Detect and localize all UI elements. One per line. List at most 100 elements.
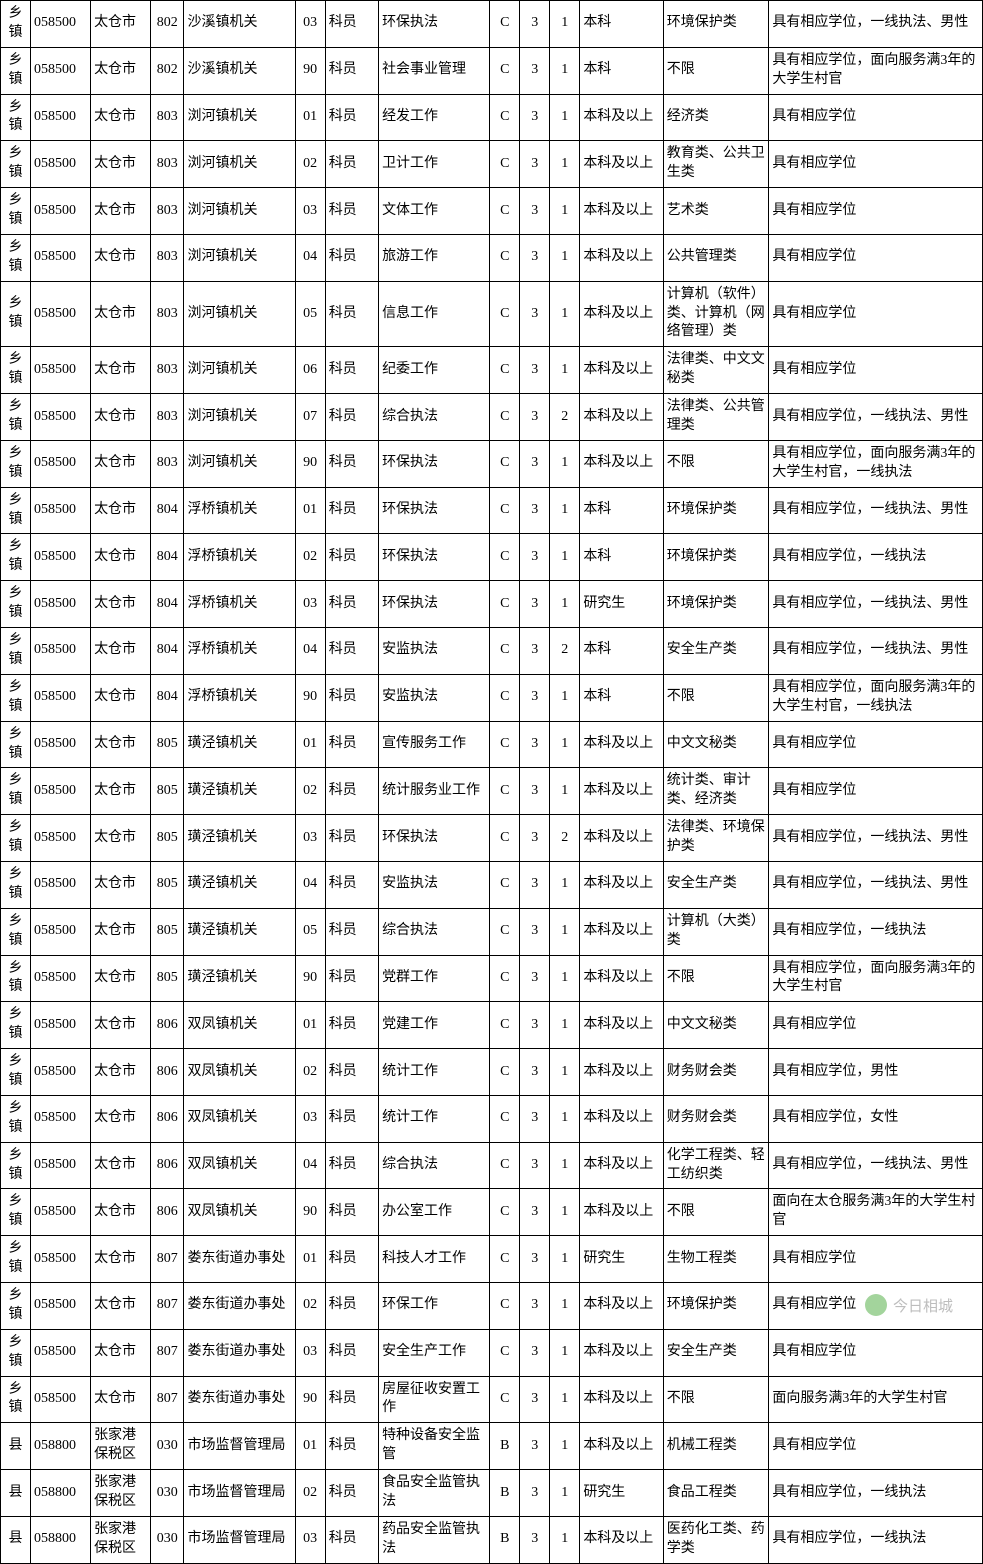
table-cell: 1 [550,440,580,487]
table-cell: C [490,908,520,955]
table-cell: 803 [151,281,184,347]
table-cell: 浏河镇机关 [184,281,295,347]
table-cell: 文体工作 [379,188,490,235]
table-cell: 机械工程类 [663,1423,769,1470]
table-cell: 宣传服务工作 [379,721,490,768]
table-cell: 805 [151,768,184,815]
table-cell: 本科及以上 [580,1376,663,1423]
table-cell: 90 [295,47,325,94]
table-cell: 医药化工类、药学类 [663,1516,769,1563]
table-cell: 804 [151,534,184,581]
table-cell: C [490,1329,520,1376]
table-cell: 本科及以上 [580,394,663,441]
table-cell: 药品安全监管执法 [379,1516,490,1563]
table-row: 乡镇058500太仓市804浮桥镇机关01科员环保执法C31本科环境保护类具有相… [1,487,983,534]
table-cell: 环保工作 [379,1282,490,1329]
table-cell: 不限 [663,955,769,1002]
table-cell: 1 [550,1002,580,1049]
table-cell: 804 [151,628,184,675]
table-cell: 具有相应学位 [769,1423,983,1470]
table-cell: 本科及以上 [580,721,663,768]
table-cell: 太仓市 [91,394,151,441]
table-cell: 03 [295,1516,325,1563]
table-cell: 具有相应学位，男性 [769,1049,983,1096]
table-cell: 1 [550,534,580,581]
table-row: 乡镇058500太仓市802沙溪镇机关90科员社会事业管理C31本科不限具有相应… [1,47,983,94]
table-cell: 3 [520,1095,550,1142]
table-cell: 浮桥镇机关 [184,534,295,581]
table-cell: 市场监督管理局 [184,1516,295,1563]
table-cell: 乡镇 [1,347,31,394]
table-cell: 太仓市 [91,955,151,1002]
table-cell: 研究生 [580,581,663,628]
table-cell: 本科及以上 [580,768,663,815]
table-cell: 娄东街道办事处 [184,1329,295,1376]
table-cell: 科员 [325,1,378,48]
table-cell: 具有相应学位 [769,721,983,768]
table-cell: 058500 [31,1236,91,1283]
table-cell: 科员 [325,141,378,188]
table-cell: C [490,861,520,908]
table-cell: 本科 [580,487,663,534]
table-cell: 3 [520,347,550,394]
table-cell: 双凤镇机关 [184,1189,295,1236]
table-cell: 张家港保税区 [91,1516,151,1563]
table-cell: 3 [520,281,550,347]
table-cell: 2 [550,394,580,441]
table-cell: 化学工程类、轻工纺织类 [663,1142,769,1189]
table-cell: 太仓市 [91,1329,151,1376]
table-cell: 本科 [580,534,663,581]
table-cell: 804 [151,487,184,534]
table-cell: 特种设备安全监管 [379,1423,490,1470]
table-cell: 90 [295,1376,325,1423]
table-cell: 3 [520,581,550,628]
table-cell: 太仓市 [91,908,151,955]
table-row: 乡镇058500太仓市806双凤镇机关03科员统计工作C31本科及以上财务财会类… [1,1095,983,1142]
table-cell: C [490,188,520,235]
table-cell: 058500 [31,674,91,721]
table-cell: 058800 [31,1470,91,1517]
table-cell: 教育类、公共卫生类 [663,141,769,188]
table-cell: 具有相应学位，女性 [769,1095,983,1142]
table-row: 乡镇058500太仓市803浏河镇机关90科员环保执法C31本科及以上不限具有相… [1,440,983,487]
table-cell: 805 [151,861,184,908]
table-cell: 张家港保税区 [91,1470,151,1517]
table-cell: 乡镇 [1,281,31,347]
table-row: 乡镇058500太仓市803浏河镇机关07科员综合执法C32本科及以上法律类、公… [1,394,983,441]
table-cell: 本科及以上 [580,955,663,1002]
table-cell: 食品工程类 [663,1470,769,1517]
table-cell: 浏河镇机关 [184,94,295,141]
table-cell: 沙溪镇机关 [184,1,295,48]
table-cell: 太仓市 [91,1002,151,1049]
table-cell: 太仓市 [91,1376,151,1423]
table-cell: 本科及以上 [580,1423,663,1470]
table-cell: 具有相应学位，一线执法 [769,908,983,955]
table-cell: C [490,628,520,675]
table-cell: 3 [520,768,550,815]
table-cell: C [490,955,520,1002]
table-cell: 浏河镇机关 [184,234,295,281]
table-cell: 3 [520,1282,550,1329]
table-cell: 科员 [325,234,378,281]
table-cell: 党群工作 [379,955,490,1002]
table-cell: 3 [520,394,550,441]
table-cell: C [490,47,520,94]
table-cell: 环保执法 [379,815,490,862]
table-cell: 01 [295,487,325,534]
table-cell: 1 [550,487,580,534]
table-cell: 太仓市 [91,1142,151,1189]
table-cell: 环境保护类 [663,1,769,48]
table-cell: 市场监督管理局 [184,1470,295,1517]
table-cell: C [490,1142,520,1189]
table-cell: 030 [151,1423,184,1470]
table-cell: 科员 [325,581,378,628]
table-cell: 太仓市 [91,141,151,188]
table-cell: 058500 [31,281,91,347]
table-cell: 1 [550,1516,580,1563]
table-cell: 安监执法 [379,674,490,721]
table-cell: 乡镇 [1,1282,31,1329]
table-row: 乡镇058500太仓市804浮桥镇机关04科员安监执法C32本科安全生产类具有相… [1,628,983,675]
table-cell: 乡镇 [1,581,31,628]
table-cell: 01 [295,1236,325,1283]
table-cell: 环境保护类 [663,487,769,534]
